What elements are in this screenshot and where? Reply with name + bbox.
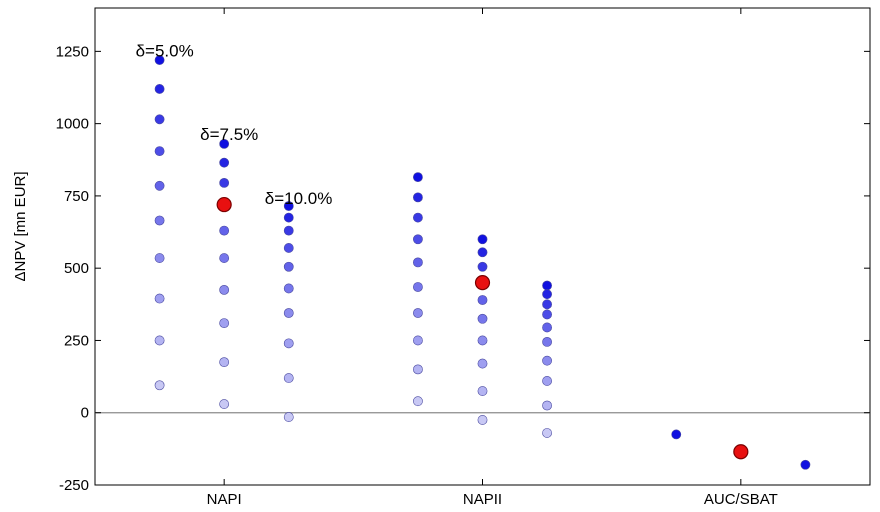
annotation-label: δ=5.0% — [136, 41, 194, 60]
data-point — [283, 225, 294, 236]
data-point — [219, 399, 230, 409]
highlight-points — [216, 196, 749, 460]
data-point — [477, 386, 488, 396]
y-axis-ticks: -250 0 250 500 750 1000 1250 — [56, 43, 870, 494]
data-point — [219, 357, 230, 368]
data-point — [671, 429, 682, 440]
y-tick-label: 1250 — [56, 43, 89, 60]
x-axis-ticks: NAPI NAPII AUC/SBAT — [207, 8, 778, 508]
highlight-point — [216, 196, 232, 213]
annotation-label: δ=7.5% — [200, 125, 258, 144]
data-point — [413, 192, 423, 203]
data-point — [283, 201, 294, 211]
data-point — [154, 335, 165, 346]
data-point — [154, 84, 165, 94]
y-tick-label: 0 — [81, 405, 89, 422]
data-point — [477, 358, 488, 369]
data-point — [219, 318, 230, 329]
data-point — [413, 308, 423, 318]
data-point — [477, 335, 488, 346]
data-points — [154, 55, 811, 470]
data-point — [477, 247, 488, 258]
data-point — [542, 309, 552, 320]
data-point — [219, 177, 230, 188]
data-point — [219, 253, 230, 263]
data-point — [413, 396, 423, 407]
data-point — [542, 376, 552, 386]
axes-box — [94, 7, 871, 486]
data-point — [413, 212, 423, 223]
data-point — [542, 280, 552, 291]
data-point — [154, 55, 165, 65]
data-point — [283, 283, 294, 294]
y-axis-label: ΔNPV [mn EUR] — [12, 171, 29, 281]
data-point — [154, 380, 165, 391]
data-point — [413, 335, 423, 346]
data-point — [154, 114, 165, 125]
data-point — [477, 234, 488, 245]
x-tick-label: NAPII — [463, 491, 502, 508]
data-point — [542, 299, 552, 310]
highlight-point — [733, 444, 749, 460]
data-point — [219, 138, 230, 149]
plot-area: -250 0 250 500 750 1000 1250 NAPI NAPII AUC/SBAT… — [56, 7, 871, 508]
data-point — [154, 293, 165, 304]
data-point — [800, 459, 811, 470]
data-point — [413, 364, 423, 375]
data-point — [477, 415, 488, 425]
data-point — [219, 284, 230, 295]
data-point — [413, 257, 423, 268]
data-point — [542, 336, 552, 347]
data-point — [283, 308, 294, 318]
data-point — [413, 172, 423, 183]
data-point — [283, 212, 294, 223]
data-point — [154, 215, 165, 226]
y-tick-label: -250 — [59, 477, 89, 494]
data-point — [283, 338, 294, 349]
data-point — [542, 322, 552, 333]
data-point — [283, 373, 294, 383]
data-point — [283, 412, 294, 422]
y-tick-label: 1000 — [56, 116, 89, 133]
data-point — [477, 313, 488, 324]
data-point — [542, 428, 552, 438]
data-point — [283, 261, 294, 272]
y-tick-label: 500 — [64, 260, 89, 277]
data-point — [542, 289, 552, 300]
data-point — [154, 253, 165, 263]
data-point — [477, 295, 488, 305]
x-tick-label: AUC/SBAT — [704, 491, 778, 508]
data-point — [154, 180, 165, 191]
annotations: δ=5.0% δ=7.5% δ=10.0% — [136, 41, 333, 207]
highlight-point — [474, 275, 491, 291]
data-point — [413, 234, 423, 245]
data-point — [413, 282, 423, 292]
data-point — [542, 400, 552, 411]
data-point — [283, 243, 294, 253]
annotation-label: δ=10.0% — [265, 189, 333, 208]
data-point — [154, 146, 165, 156]
data-point — [477, 261, 488, 272]
x-tick-label: NAPI — [207, 491, 242, 508]
y-tick-label: 750 — [64, 188, 89, 205]
y-tick-label: 250 — [64, 332, 89, 349]
data-point — [219, 157, 230, 168]
data-point — [542, 355, 552, 366]
data-point — [219, 225, 230, 236]
